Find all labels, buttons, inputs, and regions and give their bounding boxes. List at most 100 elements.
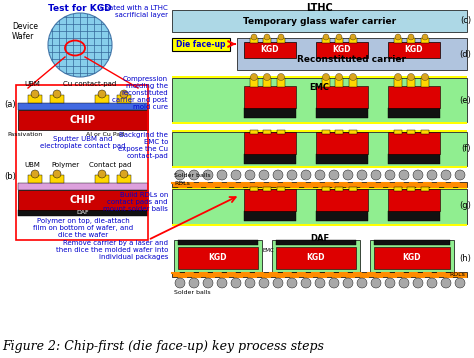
Text: (e): (e) xyxy=(459,96,471,105)
Circle shape xyxy=(441,278,451,288)
Bar xyxy=(277,78,285,87)
Bar xyxy=(172,224,467,226)
Circle shape xyxy=(350,34,356,40)
Bar xyxy=(172,38,230,51)
Bar xyxy=(421,78,429,87)
Bar xyxy=(117,175,131,183)
Bar xyxy=(244,154,296,164)
Circle shape xyxy=(408,73,414,81)
Bar xyxy=(316,211,368,221)
Bar xyxy=(250,38,258,43)
Circle shape xyxy=(264,73,271,81)
Circle shape xyxy=(336,34,342,40)
Text: Remove carrier by a laser and
then dice the molded wafer into
individual package: Remove carrier by a laser and then dice … xyxy=(55,240,168,260)
Circle shape xyxy=(422,34,428,40)
Text: EMC: EMC xyxy=(310,83,329,92)
Bar xyxy=(316,189,368,211)
Text: Die face-up: Die face-up xyxy=(176,40,226,49)
Circle shape xyxy=(357,170,367,180)
Circle shape xyxy=(287,278,297,288)
Circle shape xyxy=(98,90,106,98)
Circle shape xyxy=(455,170,465,180)
Text: Test for KGD: Test for KGD xyxy=(48,4,112,13)
Bar xyxy=(322,78,330,87)
Circle shape xyxy=(343,278,353,288)
Text: (c): (c) xyxy=(460,16,471,25)
Bar xyxy=(394,130,402,134)
Bar xyxy=(374,240,450,245)
Bar xyxy=(263,187,271,191)
Text: Sputter UBM and
electroplate contact pad: Sputter UBM and electroplate contact pad xyxy=(40,136,126,149)
Bar xyxy=(244,42,296,58)
Bar xyxy=(172,166,467,168)
Text: Temporary glass wafer carrier: Temporary glass wafer carrier xyxy=(243,16,396,25)
Circle shape xyxy=(203,170,213,180)
Circle shape xyxy=(48,13,112,77)
Bar xyxy=(388,42,440,58)
Bar xyxy=(172,122,467,124)
Circle shape xyxy=(315,278,325,288)
Text: Solder balls: Solder balls xyxy=(174,290,210,295)
Circle shape xyxy=(217,278,227,288)
Text: Polymer: Polymer xyxy=(51,162,79,168)
Bar xyxy=(18,190,148,210)
Bar xyxy=(178,240,258,245)
Bar xyxy=(250,78,258,87)
Circle shape xyxy=(120,170,128,178)
Text: Contact pad: Contact pad xyxy=(89,162,131,168)
Text: KGD: KGD xyxy=(403,253,421,262)
Circle shape xyxy=(189,278,199,288)
Bar xyxy=(18,110,148,130)
Bar xyxy=(172,76,467,78)
Text: (d): (d) xyxy=(459,49,471,58)
Bar xyxy=(117,95,131,103)
Text: Al or Cu Pad: Al or Cu Pad xyxy=(86,132,124,137)
Circle shape xyxy=(301,278,311,288)
Bar xyxy=(263,78,271,87)
Circle shape xyxy=(175,278,185,288)
Circle shape xyxy=(408,34,414,40)
Bar xyxy=(50,175,64,183)
Bar xyxy=(18,183,148,190)
Circle shape xyxy=(385,278,395,288)
Bar xyxy=(349,78,357,87)
Bar xyxy=(316,86,368,108)
Text: Cu contact-pad: Cu contact-pad xyxy=(64,81,117,87)
Text: RDLs: RDLs xyxy=(174,181,190,186)
Circle shape xyxy=(231,170,241,180)
Circle shape xyxy=(329,278,339,288)
Circle shape xyxy=(322,73,329,81)
Bar xyxy=(421,130,429,134)
Circle shape xyxy=(413,170,423,180)
Bar xyxy=(388,132,440,154)
Bar xyxy=(316,154,368,164)
Circle shape xyxy=(315,170,325,180)
Bar xyxy=(18,210,148,216)
Circle shape xyxy=(53,90,61,98)
Bar xyxy=(335,38,343,43)
Bar xyxy=(244,211,296,221)
Text: (b): (b) xyxy=(4,172,16,181)
Circle shape xyxy=(189,170,199,180)
Circle shape xyxy=(455,278,465,288)
Circle shape xyxy=(427,278,437,288)
Bar xyxy=(172,130,467,132)
Bar xyxy=(407,130,415,134)
Bar xyxy=(244,108,296,118)
Text: EMC: EMC xyxy=(263,247,275,252)
Text: Passivation: Passivation xyxy=(8,132,43,137)
Bar xyxy=(276,247,356,269)
Bar xyxy=(277,38,285,43)
Bar xyxy=(277,130,285,134)
Circle shape xyxy=(323,34,329,40)
Bar xyxy=(388,211,440,221)
Circle shape xyxy=(301,170,311,180)
Bar xyxy=(388,154,440,164)
Bar xyxy=(407,38,415,43)
Bar xyxy=(277,187,285,191)
Bar xyxy=(250,130,258,134)
Circle shape xyxy=(394,73,401,81)
Bar xyxy=(388,108,440,118)
Bar xyxy=(322,187,330,191)
Circle shape xyxy=(259,278,269,288)
